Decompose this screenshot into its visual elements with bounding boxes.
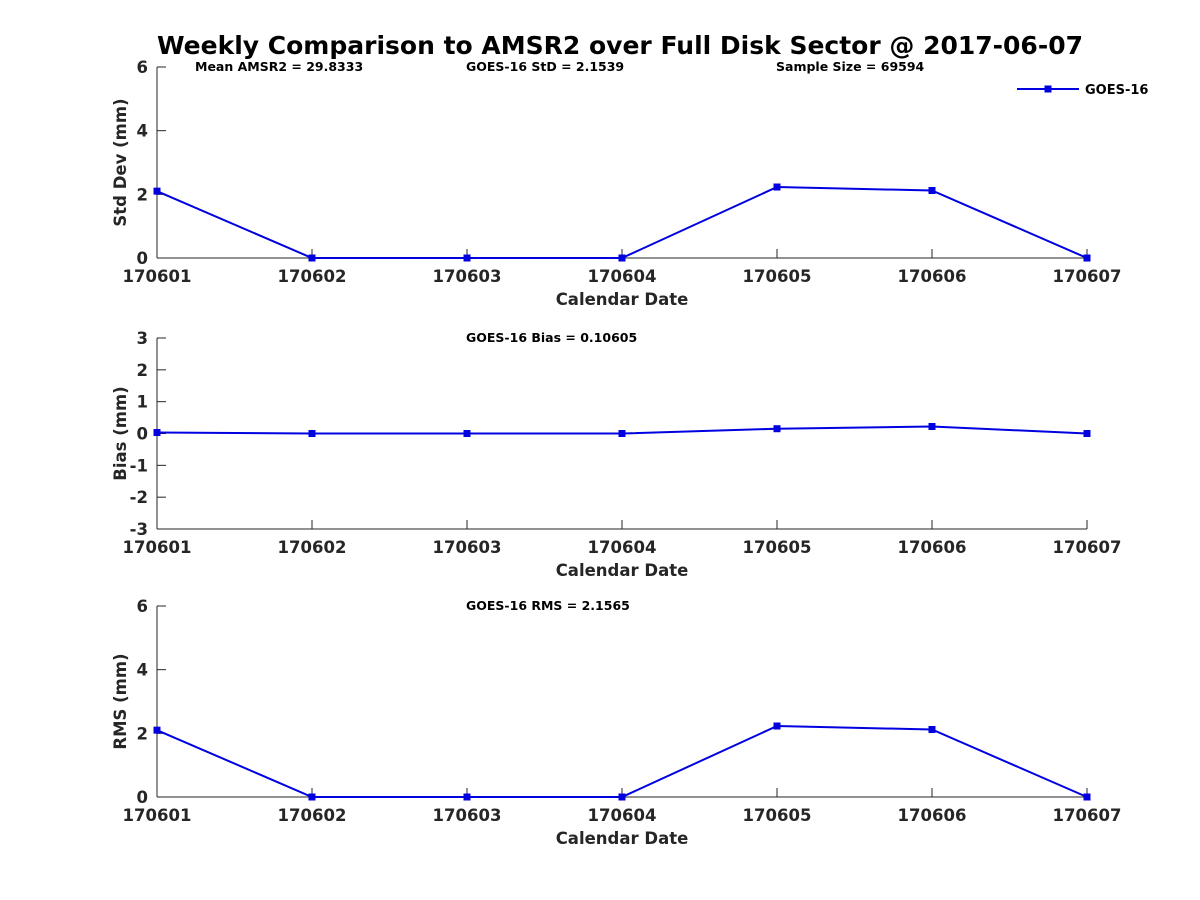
- series-line: [156, 186, 1088, 259]
- y-tick-label: 4: [137, 661, 148, 680]
- x-tick-label: 170603: [433, 806, 502, 825]
- y-tick-label: 2: [137, 361, 148, 380]
- x-tick-label: 170605: [743, 267, 812, 286]
- y-tick-label: 3: [137, 329, 148, 348]
- data-point: [928, 726, 936, 734]
- y-tick-label: 0: [137, 788, 148, 807]
- y-tick-label: 6: [137, 597, 148, 616]
- x-axis-label: Calendar Date: [556, 829, 689, 848]
- y-tick-label: -1: [130, 456, 148, 475]
- x-axis-label: Calendar Date: [556, 561, 689, 580]
- legend-label: GOES-16: [1085, 83, 1148, 98]
- panel-2: -3 -2 -1 0 1 2 3 170601 170602 170603 170604 170605…: [111, 329, 1121, 580]
- x-axis-label: Calendar Date: [556, 290, 689, 309]
- data-point: [153, 429, 161, 437]
- panels: 0 2 4 6 170601 170602 170603 170604 170605 170606…: [111, 58, 1148, 848]
- data-point: [308, 430, 316, 437]
- y-tick-label: 4: [137, 122, 148, 141]
- y-tick-label: -2: [130, 488, 148, 507]
- x-tick-label: 170602: [278, 538, 347, 557]
- data-point: [773, 425, 781, 433]
- x-tick-label: 170601: [123, 806, 192, 825]
- panel-1: 0 2 4 6 170601 170602 170603 170604 170605 170606…: [111, 58, 1148, 309]
- x-tick-label: 170603: [433, 267, 502, 286]
- data-point: [773, 722, 781, 730]
- data-point: [153, 726, 161, 734]
- data-point: [618, 793, 626, 801]
- x-tick-label: 170603: [433, 538, 502, 557]
- annotation: Mean AMSR2 = 29.8333: [195, 59, 363, 74]
- data-point: [773, 183, 781, 191]
- data-point: [463, 430, 471, 437]
- data-point: [928, 422, 936, 430]
- data-point: [928, 187, 936, 195]
- data-point: [1083, 793, 1091, 801]
- x-tick-label: 170605: [743, 806, 812, 825]
- y-tick-label: 0: [137, 425, 148, 444]
- x-tick-label: 170607: [1053, 538, 1122, 557]
- y-tick-label: 2: [137, 185, 148, 204]
- y-tick-label: -3: [130, 520, 148, 539]
- data-point: [618, 254, 626, 262]
- data-point: [308, 793, 316, 801]
- data-point: [1083, 254, 1091, 262]
- data-point: [153, 187, 161, 195]
- y-tick-label: 0: [137, 249, 148, 268]
- annotation: GOES-16 StD = 2.1539: [466, 59, 624, 74]
- series-line: [156, 725, 1088, 798]
- panel-3: 0 2 4 6 170601 170602 170603 170604 170605 170606…: [111, 597, 1121, 848]
- x-tick-label: 170604: [588, 806, 657, 825]
- data-point: [463, 793, 471, 801]
- data-point: [618, 430, 626, 437]
- x-tick-label: 170604: [588, 267, 657, 286]
- y-tick-label: 6: [137, 58, 148, 77]
- data-point: [308, 254, 316, 262]
- x-tick-label: 170606: [898, 267, 967, 286]
- x-tick-label: 170607: [1053, 267, 1122, 286]
- x-tick-label: 170602: [278, 806, 347, 825]
- x-tick-label: 170605: [743, 538, 812, 557]
- x-tick-label: 170606: [898, 538, 967, 557]
- y-tick-label: 2: [137, 724, 148, 743]
- annotation: Sample Size = 69594: [776, 59, 925, 74]
- y-axis-label: Bias (mm): [111, 386, 130, 480]
- legend: GOES-16: [1017, 83, 1148, 98]
- x-tick-label: 170607: [1053, 806, 1122, 825]
- legend-marker: [1044, 85, 1052, 93]
- x-tick-label: 170602: [278, 267, 347, 286]
- data-point: [1083, 430, 1091, 437]
- x-tick-label: 170604: [588, 538, 657, 557]
- annotation: GOES-16 RMS = 2.1565: [466, 598, 630, 613]
- data-point: [463, 254, 471, 262]
- x-tick-label: 170601: [123, 267, 192, 286]
- y-tick-label: 1: [137, 393, 148, 412]
- annotation: GOES-16 Bias = 0.10605: [466, 330, 637, 345]
- x-tick-label: 170606: [898, 806, 967, 825]
- y-axis-label: Std Dev (mm): [111, 98, 130, 226]
- figure-title: Weekly Comparison to AMSR2 over Full Dis…: [157, 31, 1083, 60]
- y-axis-label: RMS (mm): [111, 653, 130, 749]
- x-tick-label: 170601: [123, 538, 192, 557]
